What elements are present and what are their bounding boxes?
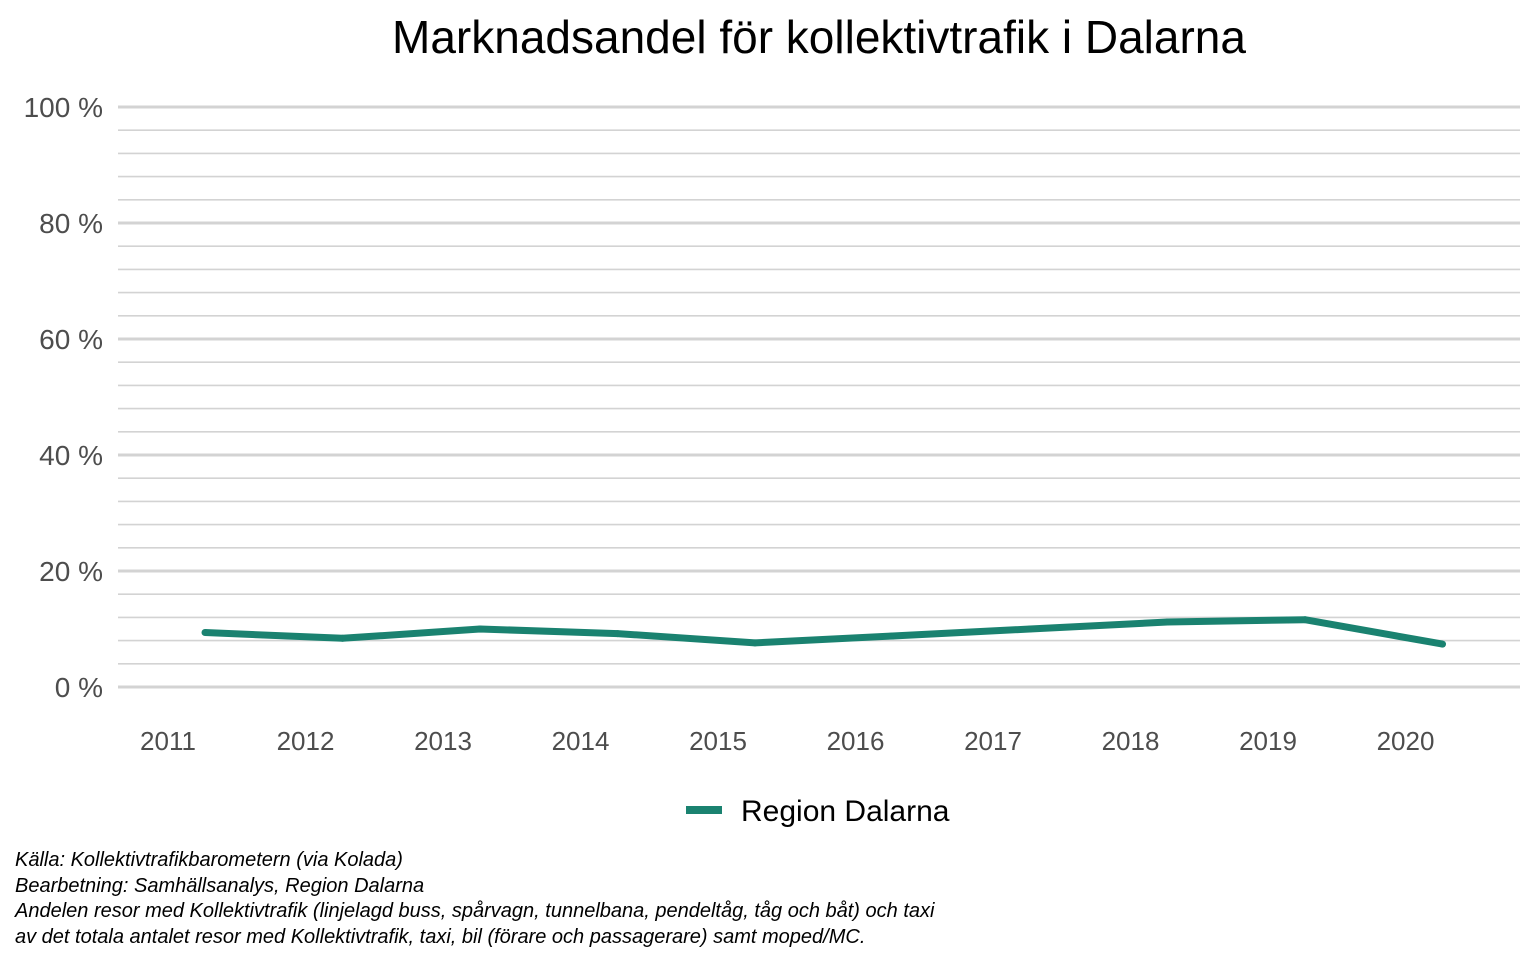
x-tick-label: 2013 (414, 726, 472, 756)
x-tick-label: 2011 (140, 726, 196, 756)
caption-definition-line-2: av det totala antalet resor med Kollekti… (15, 925, 866, 948)
chart-title: Marknadsandel för kollektivtrafik i Dala… (392, 11, 1246, 63)
caption-source: Källa: Kollektivtrafikbarometern (via Ko… (15, 849, 403, 871)
data-point (889, 632, 896, 640)
x-tick-label: 2020 (1377, 726, 1435, 756)
data-point (751, 639, 759, 647)
caption-definition-line-1: Andelen resor med Kollektivtrafik (linje… (15, 900, 935, 922)
x-tick-label: 2018 (1102, 726, 1160, 756)
data-point (1026, 625, 1034, 633)
series-line (204, 616, 1444, 648)
x-tick-label: 2015 (689, 726, 747, 756)
data-point (201, 629, 209, 636)
y-tick-label: 80 % (39, 208, 103, 239)
x-axis-ticks: 2011 2012 2013 2014 2015 2016 2017 2018 2019 2020 (140, 726, 1434, 756)
legend-label-region-dalarna: Region Dalarna (741, 795, 950, 828)
data-point (1439, 640, 1446, 648)
data-point (1164, 618, 1171, 626)
data-point (614, 630, 621, 638)
data-point (1301, 616, 1309, 624)
series-layer (201, 616, 1446, 648)
data-point (339, 634, 346, 642)
x-tick-label: 2012 (277, 726, 335, 756)
gridlines (118, 105, 1520, 689)
chart-caption: Källa: Kollektivtrafikbarometern (via Ko… (15, 848, 1515, 950)
x-tick-label: 2016 (827, 726, 885, 756)
caption-processing: Bearbetning: Samhällsanalys, Region Dala… (15, 874, 425, 897)
x-tick-label: 2014 (552, 726, 610, 756)
y-tick-label: 40 % (39, 440, 103, 471)
y-axis-ticks: 0 % 20 % 40 % 60 % 80 % 100 % (24, 92, 103, 703)
y-tick-label: 20 % (39, 556, 103, 587)
y-tick-label: 0 % (55, 672, 103, 703)
data-point (476, 625, 484, 633)
legend: Region Dalarna (686, 795, 950, 828)
x-tick-label: 2017 (964, 726, 1022, 756)
x-tick-label: 2019 (1239, 726, 1297, 756)
y-tick-label: 60 % (39, 324, 103, 355)
y-tick-label: 100 % (24, 92, 103, 123)
